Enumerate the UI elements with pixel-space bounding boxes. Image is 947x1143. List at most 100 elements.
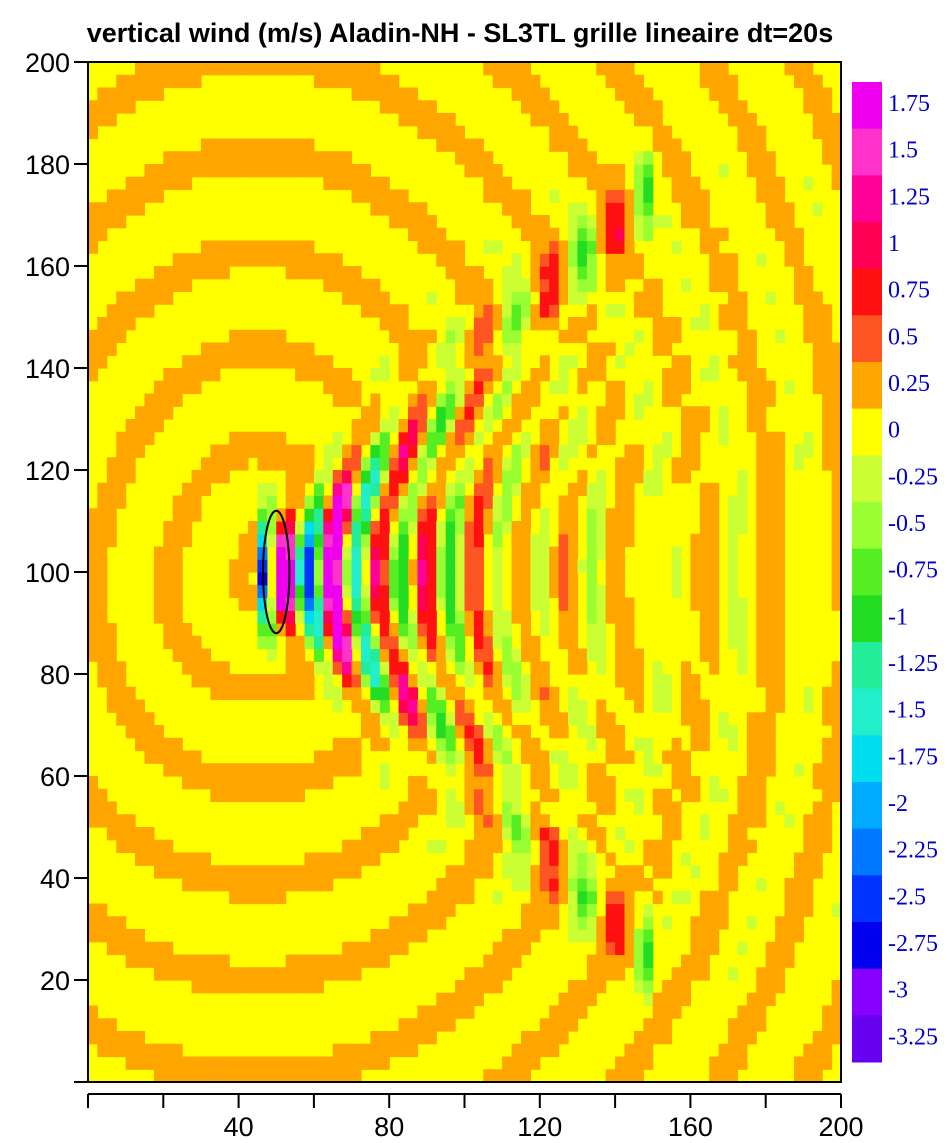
heatmap-cell — [332, 1069, 343, 1082]
heatmap-cell — [803, 87, 814, 101]
heatmap-cell — [295, 788, 306, 803]
heatmap-cell — [257, 457, 268, 471]
heatmap-cell — [737, 1043, 748, 1058]
heatmap-cell — [219, 444, 230, 458]
heatmap-cell — [756, 495, 767, 509]
heatmap-cell — [163, 266, 174, 280]
heatmap-cell — [426, 686, 437, 701]
heatmap-cell — [558, 852, 569, 866]
heatmap-cell — [558, 329, 569, 344]
heatmap-cell — [539, 546, 550, 560]
heatmap-cell — [248, 431, 259, 446]
heatmap-cell — [511, 202, 522, 216]
heatmap-cell — [97, 329, 108, 344]
heatmap-cell — [511, 62, 522, 76]
heatmap-cell — [756, 610, 767, 624]
heatmap-cell — [229, 1069, 240, 1082]
heatmap-cell — [304, 865, 315, 879]
heatmap-cell — [831, 750, 841, 764]
heatmap-cell — [793, 278, 804, 293]
heatmap-cell — [502, 304, 513, 318]
heatmap-cell — [473, 355, 484, 369]
heatmap-cell — [153, 546, 164, 560]
heatmap-cell — [492, 431, 503, 446]
heatmap-cell — [370, 419, 381, 433]
heatmap-cell — [502, 954, 513, 968]
heatmap-cell — [285, 521, 296, 535]
heatmap-cell — [812, 1056, 823, 1070]
heatmap-cell — [568, 980, 579, 994]
heatmap-cell — [756, 725, 767, 739]
heatmap-cell — [304, 572, 315, 586]
heatmap-cell — [784, 227, 795, 242]
heatmap-cell — [229, 763, 240, 777]
heatmap-cell — [144, 827, 155, 841]
heatmap-cell — [285, 253, 296, 267]
heatmap-cell — [539, 444, 550, 458]
heatmap-cell — [662, 788, 673, 803]
heatmap-cell — [633, 87, 644, 101]
heatmap-cell — [680, 788, 691, 803]
x-tick-label: 120 — [517, 1112, 562, 1142]
heatmap-cell — [671, 317, 682, 331]
heatmap-cell — [163, 1069, 174, 1082]
heatmap-cell — [643, 878, 654, 892]
heatmap-cell — [549, 227, 560, 242]
heatmap-cell — [88, 916, 99, 930]
heatmap-cell — [210, 342, 221, 356]
heatmap-cell — [229, 431, 240, 446]
heatmap-cell — [398, 419, 409, 433]
heatmap-cell — [97, 87, 108, 101]
heatmap-cell — [408, 87, 419, 101]
heatmap-cell — [464, 266, 475, 280]
heatmap-cell — [784, 929, 795, 943]
y-tick-label: 140 — [25, 354, 70, 384]
heatmap-cell — [379, 304, 390, 318]
heatmap-cell — [379, 674, 390, 688]
heatmap-cell — [586, 521, 597, 535]
heatmap-cell — [389, 470, 400, 484]
heatmap-cell — [88, 368, 99, 382]
heatmap-cell — [426, 610, 437, 624]
heatmap-cell — [342, 393, 353, 407]
heatmap-cell — [304, 597, 315, 611]
heatmap-cell — [624, 1069, 635, 1082]
heatmap-cell — [520, 686, 531, 701]
heatmap-cell — [568, 916, 579, 930]
heatmap-cell — [295, 495, 306, 509]
heatmap-cell — [662, 380, 673, 395]
heatmap-cell — [417, 495, 428, 509]
heatmap-cell — [379, 100, 390, 114]
heatmap-cell — [718, 62, 729, 76]
heatmap-cell — [473, 546, 484, 560]
heatmap-cell — [266, 610, 277, 624]
heatmap-cell — [464, 329, 475, 344]
heatmap-cell — [332, 1056, 343, 1070]
heatmap-cell — [417, 737, 428, 752]
heatmap-cell — [530, 368, 541, 382]
heatmap-cell — [172, 1069, 183, 1082]
heatmap-cell — [511, 929, 522, 943]
heatmap-cell — [586, 788, 597, 803]
heatmap-cell — [577, 992, 588, 1007]
heatmap-cell — [520, 827, 531, 841]
heatmap-cell — [558, 1031, 569, 1045]
heatmap-cell — [605, 62, 616, 76]
heatmap-cell — [520, 852, 531, 866]
heatmap-cell — [144, 737, 155, 752]
heatmap-cell — [775, 980, 786, 994]
heatmap-cell — [257, 508, 268, 522]
heatmap-cell — [248, 584, 259, 599]
heatmap-cell — [473, 610, 484, 624]
heatmap-cell — [652, 674, 663, 688]
heatmap-cell — [445, 750, 456, 764]
heatmap-cell — [473, 865, 484, 879]
heatmap-cell — [135, 176, 146, 191]
heatmap-cell — [97, 508, 108, 522]
heatmap-cell — [502, 495, 513, 509]
heatmap-cell — [276, 788, 287, 803]
heatmap-cell — [737, 470, 748, 484]
heatmap-cell — [520, 725, 531, 739]
heatmap-cell — [577, 839, 588, 854]
heatmap-cell — [304, 763, 315, 777]
